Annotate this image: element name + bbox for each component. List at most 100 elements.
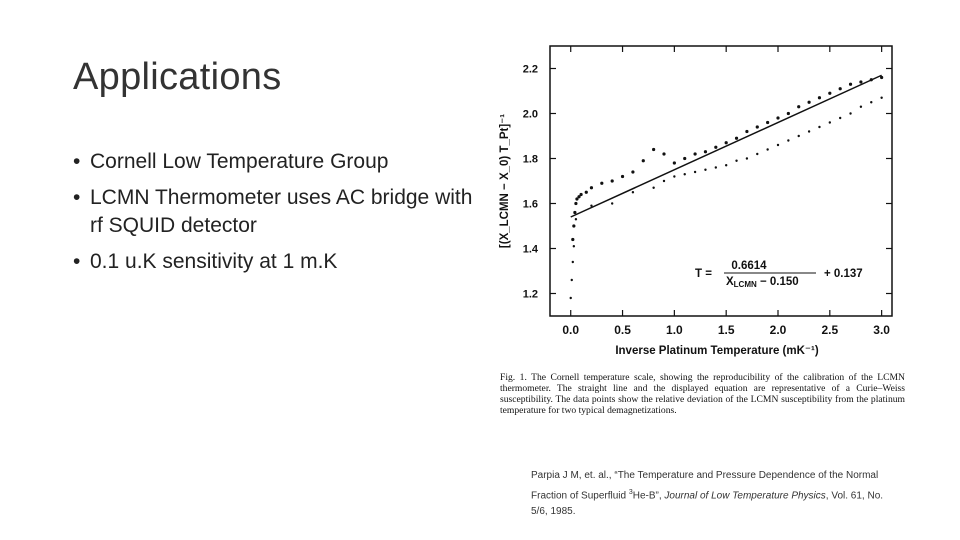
bullet-list: Cornell Low Temperature Group LCMN Therm…	[73, 148, 473, 284]
data-point	[631, 191, 635, 194]
x-tick-label: 1.5	[718, 323, 735, 337]
data-point	[693, 152, 697, 156]
data-point	[724, 141, 728, 145]
y-tick-label: 1.6	[523, 199, 538, 211]
data-point	[572, 245, 576, 248]
data-point	[838, 116, 842, 120]
data-point	[828, 91, 832, 95]
x-tick-label: 3.0	[873, 323, 890, 337]
data-point	[610, 179, 614, 183]
equation-denominator: XLCMN − 0.150	[726, 276, 799, 289]
chart-axes	[549, 45, 893, 317]
x-axis-label: Inverse Platinum Temperature (mK⁻¹)	[615, 345, 818, 357]
data-point	[870, 101, 873, 104]
y-tick-label: 1.8	[523, 154, 538, 166]
data-point	[652, 147, 656, 152]
bullet-item: Cornell Low Temperature Group	[73, 148, 473, 176]
data-point	[859, 80, 863, 84]
data-point	[880, 75, 884, 80]
data-point	[575, 197, 579, 201]
citation-text: Parpia J M, et. al., “The Temperature an…	[531, 470, 879, 501]
bullet-item: LCMN Thermometer uses AC bridge with rf …	[73, 184, 473, 240]
plot-frame	[549, 45, 893, 317]
citation-text: , Vol. 61, No. 5/6, 1985.	[531, 489, 884, 518]
y-tick-label: 2.2	[523, 64, 538, 76]
slide-title: Applications	[73, 56, 282, 98]
data-point	[579, 192, 583, 197]
data-point	[620, 174, 625, 179]
citation-journal: Journal of Low Temperature Physics	[664, 489, 826, 501]
data-point	[693, 170, 697, 174]
data-point	[631, 170, 635, 174]
data-point	[724, 164, 728, 167]
data-point	[641, 159, 645, 163]
calibration-chart: 0.0 0.5 1.0 1.5 2.0 2.5 3.01.21.41.61.82.02.2 …	[499, 45, 893, 357]
data-point	[838, 87, 842, 91]
denominator-var: X	[726, 276, 734, 288]
data-point	[755, 125, 759, 129]
data-point	[848, 82, 853, 86]
x-tick-label: 2.5	[821, 323, 838, 337]
data-point	[786, 111, 790, 116]
data-point	[704, 168, 707, 171]
data-point	[787, 139, 790, 142]
data-point	[818, 125, 821, 129]
figure-caption: Fig. 1. The Cornell temperature scale, s…	[500, 372, 905, 416]
data-point	[766, 120, 770, 125]
data-point	[859, 105, 863, 108]
data-point	[577, 195, 581, 199]
data-point	[869, 78, 873, 82]
equation-lhs: T =	[695, 268, 712, 280]
bullet-item: 0.1 u.K sensitivity at 1 m.K	[73, 248, 473, 276]
citation-text: He-B”,	[632, 489, 665, 501]
chart-ticks: 0.0 0.5 1.0 1.5 2.0 2.5 3.0 1.2 1.4 1.6 1.8 2.0 2.2	[523, 46, 892, 337]
data-point	[574, 201, 578, 206]
denominator-rest: − 0.150	[757, 276, 799, 288]
data-point	[662, 179, 666, 183]
citation: Parpia J M, et. al., “The Temperature an…	[531, 468, 891, 521]
data-point	[756, 152, 759, 156]
fit-line	[570, 74, 882, 218]
data-point	[589, 186, 594, 190]
y-axis-label: [(X_LCMN − X_0) T_Pt]⁻¹	[499, 114, 511, 248]
data-point	[807, 100, 811, 104]
y-tick-label: 2.0	[523, 109, 538, 121]
data-point	[652, 186, 655, 189]
x-tick-label: 2.0	[770, 323, 787, 337]
data-point	[817, 96, 822, 100]
data-point	[569, 296, 572, 300]
data-point	[745, 157, 749, 160]
data-point	[571, 260, 574, 264]
data-point	[880, 96, 883, 99]
data-point	[683, 156, 687, 161]
chart-fit-line	[570, 74, 882, 218]
y-tick-label: 1.4	[523, 244, 539, 256]
data-point	[673, 175, 676, 178]
x-tick-label: 0.5	[614, 323, 631, 337]
data-point	[573, 210, 577, 215]
data-point	[584, 190, 588, 194]
data-point	[662, 152, 666, 156]
data-point	[703, 150, 708, 154]
data-point	[745, 129, 749, 134]
data-point	[776, 116, 780, 120]
data-point	[572, 224, 576, 228]
denominator-sub: LCMN	[734, 280, 757, 289]
data-point	[828, 121, 832, 124]
data-point	[807, 130, 811, 133]
data-point	[776, 143, 780, 147]
x-tick-label: 0.0	[562, 323, 579, 337]
equation-tail: + 0.137	[824, 268, 863, 280]
data-point	[849, 112, 852, 115]
equation: T = 0.6614 XLCMN − 0.150 + 0.137	[695, 260, 863, 289]
x-tick-label: 1.0	[666, 323, 683, 337]
y-tick-label: 1.2	[523, 289, 538, 301]
data-point	[590, 204, 593, 207]
data-point	[735, 159, 738, 162]
data-point	[570, 278, 573, 282]
data-point	[797, 134, 800, 138]
data-point	[766, 148, 769, 151]
data-point	[600, 181, 604, 185]
data-point	[672, 161, 676, 165]
data-point	[683, 173, 686, 176]
